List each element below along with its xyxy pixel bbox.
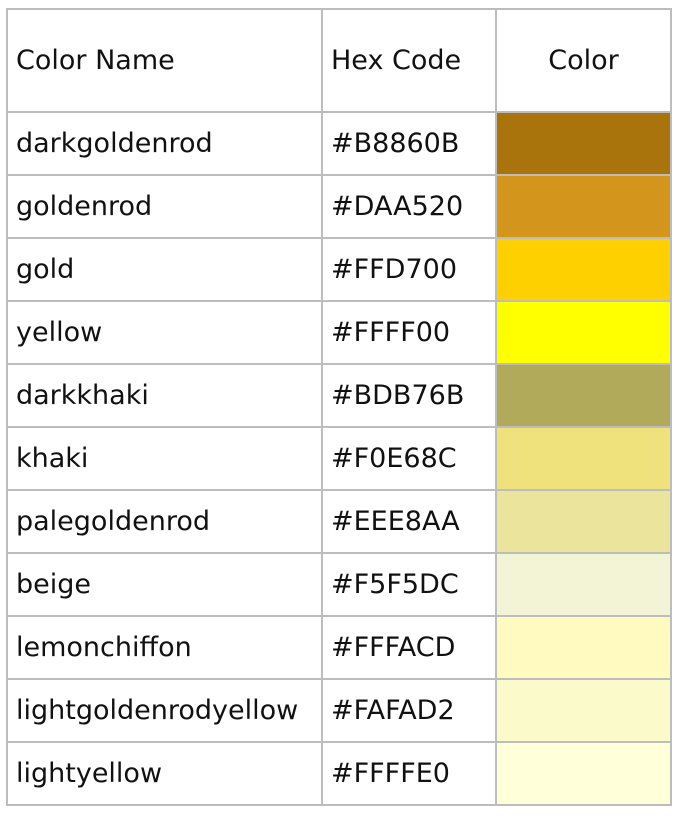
hex-code-cell: #F5F5DC xyxy=(321,552,497,617)
header-hex-code: Hex Code xyxy=(321,8,497,113)
hex-code-cell: #EEE8AA xyxy=(321,489,497,554)
color-swatch xyxy=(495,615,672,680)
color-name-cell: beige xyxy=(6,552,323,617)
hex-code-cell: #B8860B xyxy=(321,111,497,176)
hex-code-cell: #FAFAD2 xyxy=(321,678,497,743)
table-row: lemonchiffon #FFFACD xyxy=(6,615,672,680)
hex-code-cell: #FFFF00 xyxy=(321,300,497,365)
table-row: palegoldenrod #EEE8AA xyxy=(6,489,672,554)
color-swatch xyxy=(495,741,672,806)
color-swatch xyxy=(495,678,672,743)
hex-code-cell: #FFFACD xyxy=(321,615,497,680)
hex-code-cell: #DAA520 xyxy=(321,174,497,239)
color-name-cell: lightgoldenrodyellow xyxy=(6,678,323,743)
color-name-cell: yellow xyxy=(6,300,323,365)
hex-code-cell: #BDB76B xyxy=(321,363,497,428)
color-swatch xyxy=(495,237,672,302)
color-swatch xyxy=(495,300,672,365)
table-row: khaki #F0E68C xyxy=(6,426,672,491)
color-name-cell: khaki xyxy=(6,426,323,491)
color-name-cell: lightyellow xyxy=(6,741,323,806)
table-row: darkkhaki #BDB76B xyxy=(6,363,672,428)
table-row: darkgoldenrod #B8860B xyxy=(6,111,672,176)
table-row: goldenrod #DAA520 xyxy=(6,174,672,239)
color-name-cell: gold xyxy=(6,237,323,302)
color-swatch xyxy=(495,363,672,428)
header-color-name: Color Name xyxy=(6,8,323,113)
table-row: beige #F5F5DC xyxy=(6,552,672,617)
color-name-cell: darkkhaki xyxy=(6,363,323,428)
color-name-cell: goldenrod xyxy=(6,174,323,239)
table-row: lightgoldenrodyellow #FAFAD2 xyxy=(6,678,672,743)
color-table: Color Name Hex Code Color darkgoldenrod #… xyxy=(6,8,672,806)
header-color: Color xyxy=(495,8,672,113)
color-swatch xyxy=(495,552,672,617)
color-swatch xyxy=(495,174,672,239)
color-swatch xyxy=(495,489,672,554)
hex-code-cell: #FFD700 xyxy=(321,237,497,302)
color-name-cell: palegoldenrod xyxy=(6,489,323,554)
table-row: yellow #FFFF00 xyxy=(6,300,672,365)
table-header-row: Color Name Hex Code Color xyxy=(6,8,672,113)
hex-code-cell: #F0E68C xyxy=(321,426,497,491)
color-table-container: Color Name Hex Code Color darkgoldenrod #… xyxy=(6,8,672,806)
table-row: lightyellow #FFFFE0 xyxy=(6,741,672,806)
table-row: gold #FFD700 xyxy=(6,237,672,302)
color-name-cell: lemonchiffon xyxy=(6,615,323,680)
hex-code-cell: #FFFFE0 xyxy=(321,741,497,806)
color-name-cell: darkgoldenrod xyxy=(6,111,323,176)
color-swatch xyxy=(495,426,672,491)
color-swatch xyxy=(495,111,672,176)
